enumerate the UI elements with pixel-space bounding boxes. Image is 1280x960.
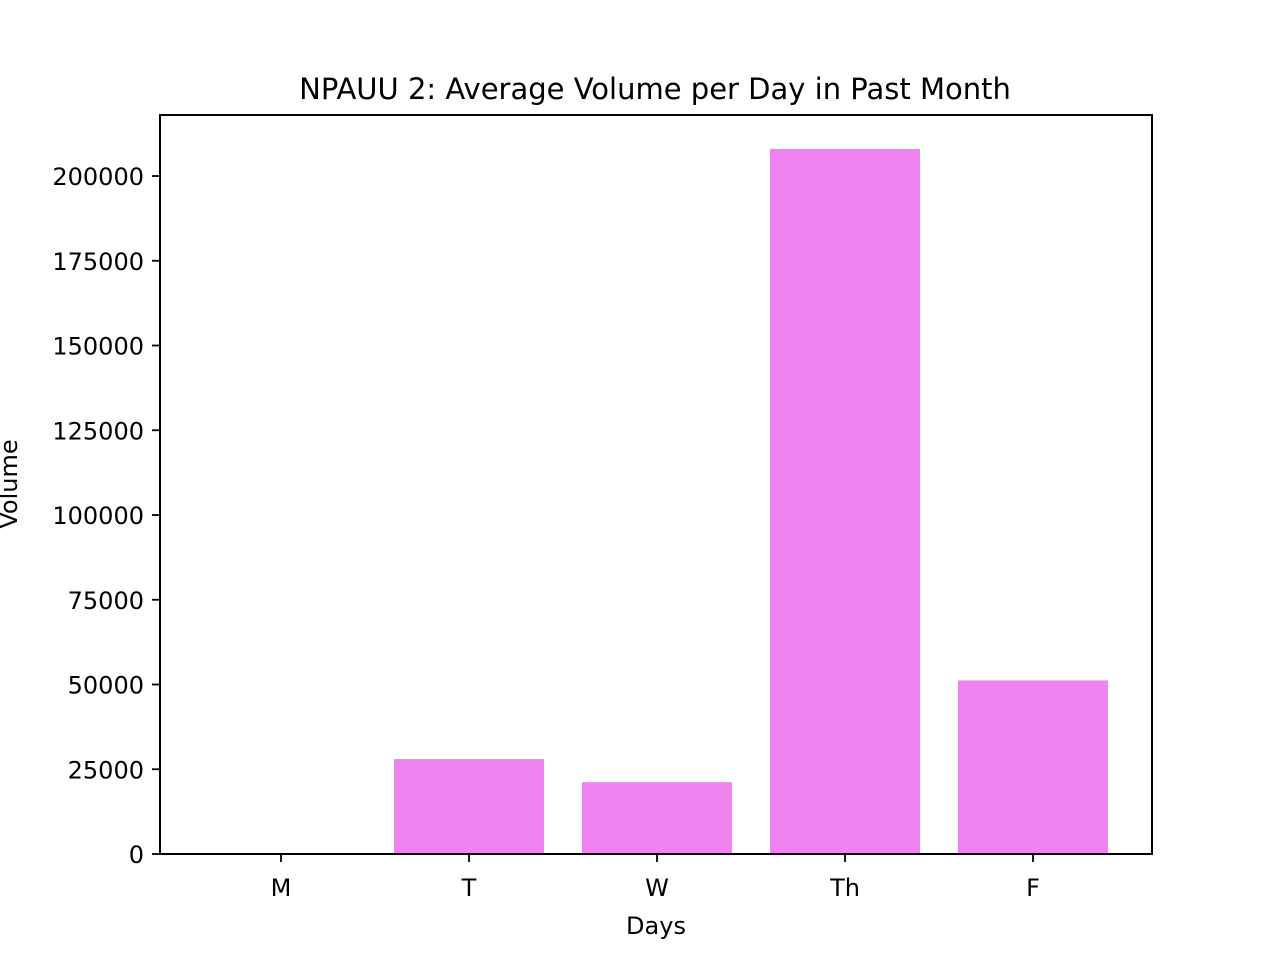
bar-w — [582, 782, 732, 854]
x-tick-label: W — [645, 874, 669, 902]
y-tick-label: 200000 — [52, 163, 144, 191]
y-tick-label: 0 — [129, 841, 144, 869]
y-tick-label: 125000 — [52, 417, 144, 445]
y-axis-ticks: 0 25000 50000 75000 100000 125000 150000 175000… — [52, 163, 160, 869]
chart-title: NPAUU 2: Average Volume per Day in Past … — [299, 72, 1011, 106]
plot-frame — [159, 114, 1153, 855]
bars — [394, 148, 1108, 855]
y-tick-label: 150000 — [52, 333, 144, 361]
x-tick-label: Th — [829, 874, 860, 902]
x-tick-label: M — [271, 874, 292, 902]
y-axis-label: Volume — [0, 439, 23, 528]
x-axis-ticks: M T W Th F — [271, 854, 1040, 902]
x-axis-label: Days — [626, 912, 686, 940]
bar-t — [394, 759, 544, 854]
y-tick-label: 50000 — [68, 672, 144, 700]
y-tick-label: 100000 — [52, 502, 144, 530]
y-tick-label: 175000 — [52, 248, 144, 276]
bar-f — [958, 680, 1108, 854]
y-tick-label: 75000 — [68, 587, 144, 615]
x-tick-label: F — [1026, 874, 1040, 902]
x-tick-label: T — [461, 874, 477, 902]
bar-th — [770, 148, 920, 855]
y-tick-label: 25000 — [68, 756, 144, 784]
